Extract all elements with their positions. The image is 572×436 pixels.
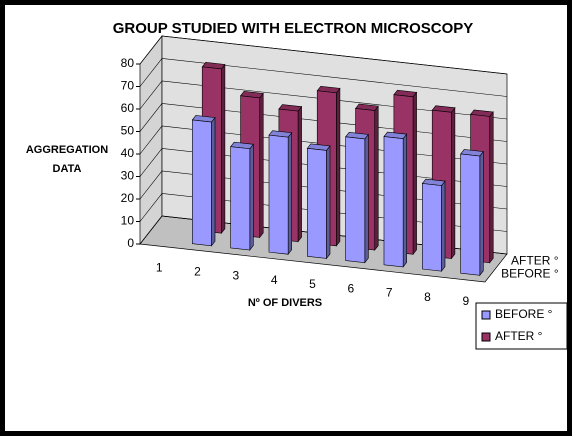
- bar-front: [230, 146, 251, 251]
- x-tick-label: 9: [462, 294, 469, 308]
- y-axis-title: AGGREGATION DATA: [25, 144, 109, 175]
- bar-side: [249, 143, 254, 251]
- bar-front: [307, 148, 327, 259]
- bar-side: [287, 131, 292, 256]
- y-tick-label: 0: [127, 236, 134, 250]
- legend: [475, 302, 567, 350]
- bar-front: [383, 136, 404, 268]
- chart-frame: GROUP STUDIED WITH ELECTRON MICROSCOPY N…: [5, 5, 567, 431]
- legend-label: AFTER °: [495, 329, 543, 343]
- y-tick-label: 50: [121, 124, 135, 138]
- plot: 0 10 20 30 40 50 60 70 80 1 2 3 4 5 6 7 8 9 BEFORE °AFTER …: [121, 34, 559, 308]
- y-tick-label: 40: [121, 146, 135, 160]
- legend-swatch: [481, 310, 491, 320]
- y-tick-label: 60: [121, 101, 135, 115]
- bar: [268, 130, 293, 256]
- bar-side: [259, 92, 264, 239]
- y-tick-label: 70: [121, 79, 135, 93]
- bar-front: [345, 136, 366, 264]
- bar-front: [192, 119, 212, 247]
- bar: [383, 131, 408, 268]
- y-tick-label: 20: [121, 191, 135, 205]
- bar: [230, 141, 254, 251]
- bar: [460, 149, 484, 277]
- depth-label: BEFORE °: [501, 266, 559, 280]
- grid-line: [139, 58, 508, 97]
- bar-side: [221, 63, 226, 235]
- y-tick-label: 10: [121, 214, 135, 228]
- bar-side: [402, 133, 407, 268]
- bar-side: [479, 150, 484, 277]
- x-tick-label: 4: [271, 273, 278, 287]
- y-tick-label: 30: [121, 169, 135, 183]
- bar-side: [451, 106, 456, 260]
- x-tick-label: 8: [424, 290, 431, 304]
- bar-side: [336, 87, 341, 247]
- bar-front: [460, 153, 481, 276]
- y-tick-label: 80: [121, 56, 135, 70]
- grid-line: [139, 35, 508, 75]
- depth-label: AFTER °: [511, 254, 559, 268]
- bar-side: [412, 91, 417, 256]
- chart: GROUP STUDIED WITH ELECTRON MICROSCOPY N…: [113, 20, 567, 350]
- bar-side: [441, 180, 446, 272]
- bar: [191, 115, 216, 247]
- bar-side: [364, 133, 369, 264]
- x-tick-label: 1: [156, 260, 163, 274]
- bar: [421, 178, 446, 272]
- bar-front: [422, 183, 442, 272]
- grid-line: [139, 103, 508, 142]
- x-tick-label: 5: [309, 277, 316, 291]
- x-tick-label: 2: [194, 265, 201, 279]
- bar-front: [268, 134, 289, 255]
- bar-side: [489, 111, 494, 264]
- x-tick-label: 7: [386, 286, 393, 300]
- legend-label: BEFORE °: [495, 307, 553, 321]
- chart-title: GROUP STUDIED WITH ELECTRON MICROSCOPY: [113, 20, 474, 37]
- x-tick-label: 6: [347, 281, 354, 295]
- bar: [345, 132, 369, 264]
- bar-side: [374, 105, 379, 251]
- bar-side: [326, 145, 331, 260]
- grid-line: [139, 80, 508, 120]
- bar: [306, 143, 331, 260]
- x-axis-title: Nº OF DIVERS: [248, 297, 322, 309]
- legend-swatch: [481, 332, 491, 342]
- bar-side: [297, 105, 302, 243]
- bar-side: [211, 116, 216, 247]
- x-tick-label: 3: [232, 269, 239, 283]
